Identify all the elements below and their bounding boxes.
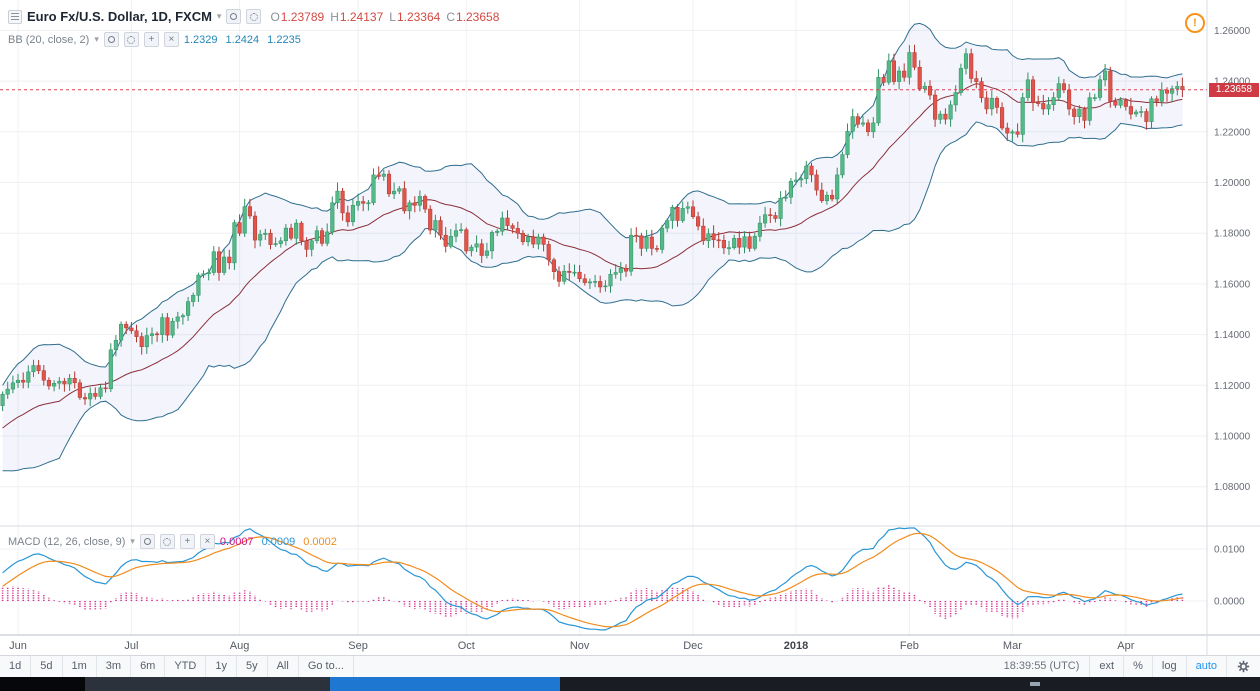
close-label: C — [446, 9, 455, 24]
last-price-label: 1.23658 — [1209, 83, 1259, 97]
open-label: O — [270, 9, 280, 24]
price-axis-label: 1.24000 — [1214, 77, 1251, 88]
bb-label[interactable]: BB (20, close, 2) — [8, 33, 90, 46]
macd-label[interactable]: MACD (12, 26, close, 9) — [8, 535, 126, 548]
macd-histogram-value: 0.0007 — [219, 535, 254, 548]
bb-basis-value: 1.2329 — [183, 33, 218, 46]
chevron-down-icon[interactable]: ▾ — [216, 11, 222, 21]
log-scale-button[interactable]: log — [1151, 656, 1186, 677]
macd-axis-label: 0.0000 — [1214, 597, 1245, 608]
time-axis-label[interactable]: 2018 — [784, 640, 808, 652]
time-axis-label[interactable]: Sep — [348, 640, 368, 652]
price-axis-label: 1.20000 — [1214, 178, 1251, 189]
close-icon[interactable]: × — [199, 534, 215, 549]
taskbar — [0, 677, 1260, 691]
eye-icon[interactable] — [226, 9, 242, 24]
macd-signal-value: 0.0002 — [303, 535, 337, 548]
macd-axis-label: 0.0100 — [1214, 545, 1245, 556]
price-axis-label: 1.08000 — [1214, 482, 1251, 493]
range-1y-button[interactable]: 1y — [206, 656, 237, 677]
alert-warning-icon[interactable]: ! — [1185, 13, 1205, 33]
range-5y-button[interactable]: 5y — [237, 656, 268, 677]
price-axis-label: 1.14000 — [1214, 330, 1251, 341]
price-axis-label: 1.26000 — [1214, 26, 1251, 37]
time-axis-label[interactable]: Mar — [1003, 640, 1022, 652]
bb-indicator-legend: BB (20, close, 2) ▾ + × 1.2329 1.2424 1.… — [8, 32, 301, 47]
price-axis-label: 1.10000 — [1214, 432, 1251, 443]
settings-gear-icon[interactable] — [1226, 656, 1260, 677]
time-axis-label[interactable]: Dec — [683, 640, 703, 652]
low-label: L — [389, 9, 396, 24]
clock: 18:39:55 (UTC) — [1003, 660, 1080, 672]
open-value: 1.23789 — [280, 9, 325, 24]
price-axis-label: 1.12000 — [1214, 381, 1251, 392]
ohlc-readout: O1.23789 H1.24137 L1.23364 C1.23658 — [270, 10, 499, 24]
price-axis-label: 1.16000 — [1214, 279, 1251, 290]
time-axis-label[interactable]: Oct — [458, 640, 475, 652]
plus-icon[interactable]: + — [143, 32, 159, 47]
symbol-title[interactable]: Euro Fx/U.S. Dollar, 1D, FXCM — [27, 9, 212, 24]
price-axis-label: 1.18000 — [1214, 229, 1251, 240]
range-5d-button[interactable]: 5d — [31, 656, 63, 677]
time-axis-label[interactable]: Nov — [570, 640, 590, 652]
bb-lower-value: 1.2235 — [267, 33, 301, 46]
bottom-toolbar: 1d 5d 1m 3m 6m YTD 1y 5y All Go to... 18… — [0, 655, 1260, 677]
macd-plot[interactable] — [1, 527, 1184, 631]
auto-scale-button[interactable]: auto — [1185, 656, 1226, 677]
range-6m-button[interactable]: 6m — [131, 656, 166, 677]
range-buttons: 1d 5d 1m 3m 6m YTD 1y 5y All Go to... — [0, 656, 354, 677]
chevron-down-icon[interactable]: ▾ — [94, 34, 99, 44]
candlestick-plot[interactable] — [0, 44, 1185, 412]
eye-icon[interactable] — [103, 32, 119, 47]
range-3m-button[interactable]: 3m — [97, 656, 132, 677]
extended-hours-button[interactable]: ext — [1089, 656, 1123, 677]
gear-icon[interactable] — [246, 9, 262, 24]
taskbar-segment[interactable] — [85, 677, 330, 691]
range-all-button[interactable]: All — [268, 656, 299, 677]
price-axis-label: 1.22000 — [1214, 127, 1251, 138]
close-value: 1.23658 — [456, 9, 500, 24]
low-value: 1.23364 — [396, 9, 441, 24]
close-icon[interactable]: × — [163, 32, 179, 47]
bollinger-band — [2, 22, 1183, 472]
gear-icon[interactable] — [159, 534, 175, 549]
taskbar-segment — [1030, 682, 1040, 686]
range-ytd-button[interactable]: YTD — [165, 656, 207, 677]
eye-icon[interactable] — [139, 534, 155, 549]
bb-upper-value: 1.2424 — [225, 33, 260, 46]
symbol-legend: Euro Fx/U.S. Dollar, 1D, FXCM ▾ O1.23789… — [8, 9, 499, 24]
time-axis-label[interactable]: Jul — [124, 640, 138, 652]
plus-icon[interactable]: + — [179, 534, 195, 549]
chart-canvas[interactable]: 1.26000 1.24000 1.22000 1.20000 1.18000 1.160… — [0, 0, 1260, 655]
range-1d-button[interactable]: 1d — [0, 656, 32, 677]
percent-scale-button[interactable]: % — [1123, 656, 1152, 677]
taskbar-active-tab[interactable] — [330, 677, 560, 691]
macd-line-value: 0.0009 — [261, 535, 296, 548]
range-1m-button[interactable]: 1m — [63, 656, 97, 677]
gear-icon[interactable] — [123, 32, 139, 47]
menu-icon[interactable] — [8, 9, 22, 24]
time-axis-label[interactable]: Aug — [230, 640, 250, 652]
time-axis-label[interactable]: Feb — [900, 640, 919, 652]
scale-controls: 18:39:55 (UTC) ext % log auto — [994, 656, 1260, 677]
high-value: 1.24137 — [339, 9, 384, 24]
goto-button[interactable]: Go to... — [299, 656, 354, 677]
macd-values: 0.0007 0.0009 0.0002 — [220, 536, 337, 548]
chevron-down-icon[interactable]: ▾ — [130, 536, 135, 546]
taskbar-segment[interactable] — [0, 677, 85, 691]
time-axis-label[interactable]: Apr — [1117, 640, 1134, 652]
time-axis-label[interactable]: Jun — [9, 640, 27, 652]
macd-indicator-legend: MACD (12, 26, close, 9) ▾ + × 0.0007 0.0… — [8, 534, 337, 549]
high-label: H — [330, 9, 339, 24]
bb-values: 1.2329 1.2424 1.2235 — [184, 34, 301, 46]
